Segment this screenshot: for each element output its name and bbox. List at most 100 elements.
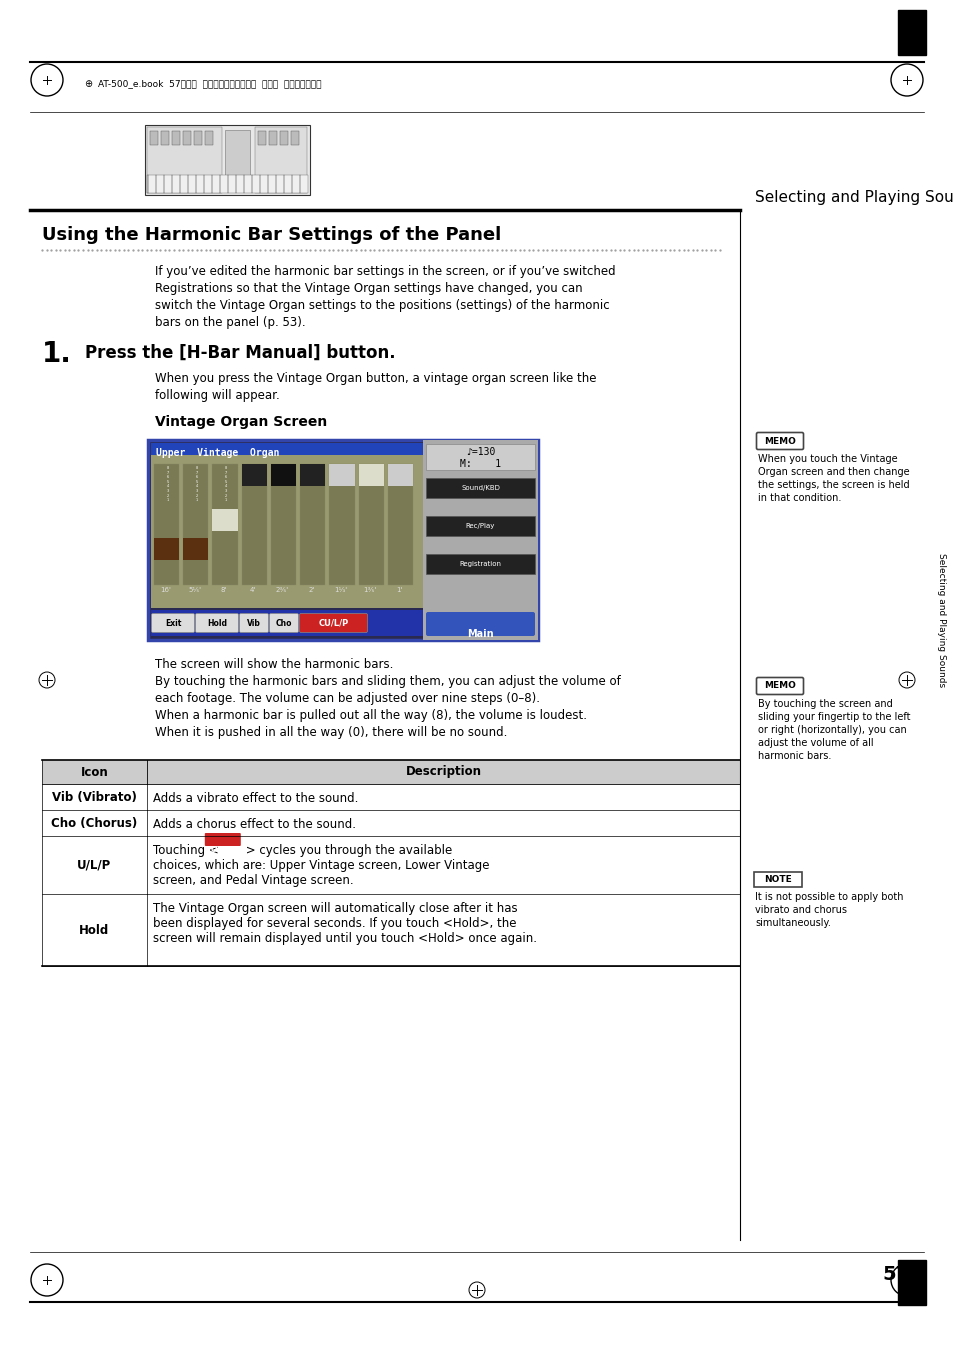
FancyBboxPatch shape — [426, 612, 535, 636]
Text: U/L/P: U/L/P — [77, 858, 112, 871]
Bar — [147, 127, 222, 193]
Bar — [147, 176, 308, 193]
Text: 2⅗': 2⅗' — [275, 586, 289, 593]
Bar — [280, 131, 288, 145]
Text: Icon: Icon — [81, 766, 109, 778]
Bar — [426, 516, 535, 536]
Text: vibrato and chorus: vibrato and chorus — [754, 905, 846, 915]
Text: If you’ve edited the harmonic bar settings in the screen, or if you’ve switched: If you’ve edited the harmonic bar settin… — [154, 265, 615, 278]
Text: When it is pushed in all the way (0), there will be no sound.: When it is pushed in all the way (0), th… — [154, 725, 507, 739]
Bar — [241, 463, 267, 486]
Bar — [426, 554, 535, 574]
Text: Vib (Vibrato): Vib (Vibrato) — [52, 790, 137, 804]
Bar — [329, 463, 355, 585]
Bar — [241, 463, 267, 585]
Text: switch the Vintage Organ settings to the positions (settings) of the harmonic: switch the Vintage Organ settings to the… — [154, 299, 609, 312]
Bar — [213, 508, 237, 531]
Bar — [358, 463, 383, 486]
Text: NOTE: NOTE — [763, 875, 791, 885]
Bar — [897, 1260, 925, 1305]
Text: When you press the Vintage Organ button, a vintage organ screen like the: When you press the Vintage Organ button,… — [154, 372, 596, 385]
Text: By touching the harmonic bars and sliding them, you can adjust the volume of: By touching the harmonic bars and slidin… — [154, 676, 620, 688]
Text: adjust the volume of all: adjust the volume of all — [758, 738, 873, 748]
Text: 2': 2' — [308, 586, 314, 593]
FancyBboxPatch shape — [269, 613, 298, 632]
Text: Sound/KBD: Sound/KBD — [460, 485, 499, 490]
Bar — [271, 463, 295, 486]
Text: choices, which are: Upper Vintage screen, Lower Vintage: choices, which are: Upper Vintage screen… — [152, 859, 489, 871]
FancyBboxPatch shape — [195, 613, 238, 632]
Text: 16': 16' — [160, 586, 171, 593]
Text: Vib: Vib — [247, 619, 261, 627]
Text: Main: Main — [467, 630, 494, 639]
Bar — [151, 455, 422, 608]
Bar — [300, 463, 325, 585]
Text: Using the Harmonic Bar Settings of the Panel: Using the Harmonic Bar Settings of the P… — [42, 226, 500, 245]
Bar — [148, 440, 537, 640]
Text: Vintage Organ Screen: Vintage Organ Screen — [154, 415, 327, 430]
Text: Cho: Cho — [275, 619, 292, 627]
Bar — [225, 130, 250, 190]
Text: M:    1: M: 1 — [459, 459, 500, 469]
Text: 1': 1' — [395, 586, 402, 593]
Text: Adds a vibrato effect to the sound.: Adds a vibrato effect to the sound. — [152, 792, 358, 805]
Text: ⊕: ⊕ — [84, 78, 92, 89]
Text: in that condition.: in that condition. — [758, 493, 841, 503]
FancyBboxPatch shape — [753, 871, 801, 888]
Text: screen will remain displayed until you touch <Hold> once again.: screen will remain displayed until you t… — [152, 932, 537, 944]
Text: Adds a chorus effect to the sound.: Adds a chorus effect to the sound. — [152, 817, 355, 831]
Text: Rec/Play: Rec/Play — [465, 523, 495, 530]
FancyBboxPatch shape — [205, 834, 240, 846]
Text: following will appear.: following will appear. — [154, 389, 279, 403]
Bar — [213, 463, 237, 585]
Text: the settings, the screen is held: the settings, the screen is held — [758, 480, 908, 490]
Text: The Vintage Organ screen will automatically close after it has: The Vintage Organ screen will automatica… — [152, 902, 517, 915]
Text: Selecting and Playing Sounds: Selecting and Playing Sounds — [754, 190, 953, 205]
Text: 5⅕': 5⅕' — [188, 586, 201, 593]
Text: 8
7
6
5
4
3
2
1: 8 7 6 5 4 3 2 1 — [225, 466, 227, 503]
Text: 8
7
6
5
4
3
2
1: 8 7 6 5 4 3 2 1 — [167, 466, 169, 503]
Bar — [358, 463, 383, 585]
Text: each footage. The volume can be adjusted over nine steps (0–8).: each footage. The volume can be adjusted… — [154, 692, 539, 705]
Bar — [269, 131, 276, 145]
Text: The screen will show the harmonic bars.: The screen will show the harmonic bars. — [154, 658, 393, 671]
Text: > cycles you through the available: > cycles you through the available — [241, 844, 452, 857]
Bar — [426, 478, 535, 499]
Text: 1.: 1. — [42, 340, 71, 367]
FancyBboxPatch shape — [299, 613, 367, 632]
Text: Description: Description — [405, 766, 481, 778]
Bar — [300, 463, 325, 486]
Text: CU/L/P: CU/L/P — [318, 619, 348, 627]
Text: bars on the panel (p. 53).: bars on the panel (p. 53). — [154, 316, 305, 330]
Text: Registration: Registration — [459, 561, 501, 567]
Text: Hold: Hold — [79, 924, 110, 936]
Text: Registrations so that the Vintage Organ settings have changed, you can: Registrations so that the Vintage Organ … — [154, 282, 582, 295]
Text: simultaneously.: simultaneously. — [754, 917, 830, 928]
Text: sliding your fingertip to the left: sliding your fingertip to the left — [758, 712, 909, 721]
Text: MEMO: MEMO — [763, 436, 795, 446]
Bar — [183, 131, 191, 145]
Bar — [426, 444, 535, 470]
Text: Organ screen and then change: Organ screen and then change — [758, 467, 908, 477]
Bar — [897, 9, 925, 55]
Bar — [183, 538, 208, 561]
Bar — [257, 131, 266, 145]
Text: It is not possible to apply both: It is not possible to apply both — [754, 892, 902, 902]
Bar — [161, 131, 169, 145]
Text: MEMO: MEMO — [763, 681, 795, 690]
Text: Exit: Exit — [165, 619, 181, 627]
Text: 8
7
6
5
4
3
2
1: 8 7 6 5 4 3 2 1 — [195, 466, 198, 503]
Text: Selecting and Playing Sounds: Selecting and Playing Sounds — [937, 553, 945, 688]
Text: 1⅓': 1⅓' — [335, 586, 347, 593]
Text: ♪=130: ♪=130 — [465, 447, 495, 457]
Bar — [153, 538, 179, 561]
Bar — [151, 611, 422, 636]
Text: When you touch the Vintage: When you touch the Vintage — [758, 454, 897, 463]
Bar — [42, 761, 740, 784]
Bar — [183, 463, 208, 585]
Text: or right (horizontally), you can: or right (horizontally), you can — [758, 725, 905, 735]
Bar — [193, 131, 202, 145]
Text: been displayed for several seconds. If you touch <Hold>, the: been displayed for several seconds. If y… — [152, 917, 516, 929]
FancyBboxPatch shape — [152, 613, 194, 632]
Text: 8': 8' — [221, 586, 227, 593]
